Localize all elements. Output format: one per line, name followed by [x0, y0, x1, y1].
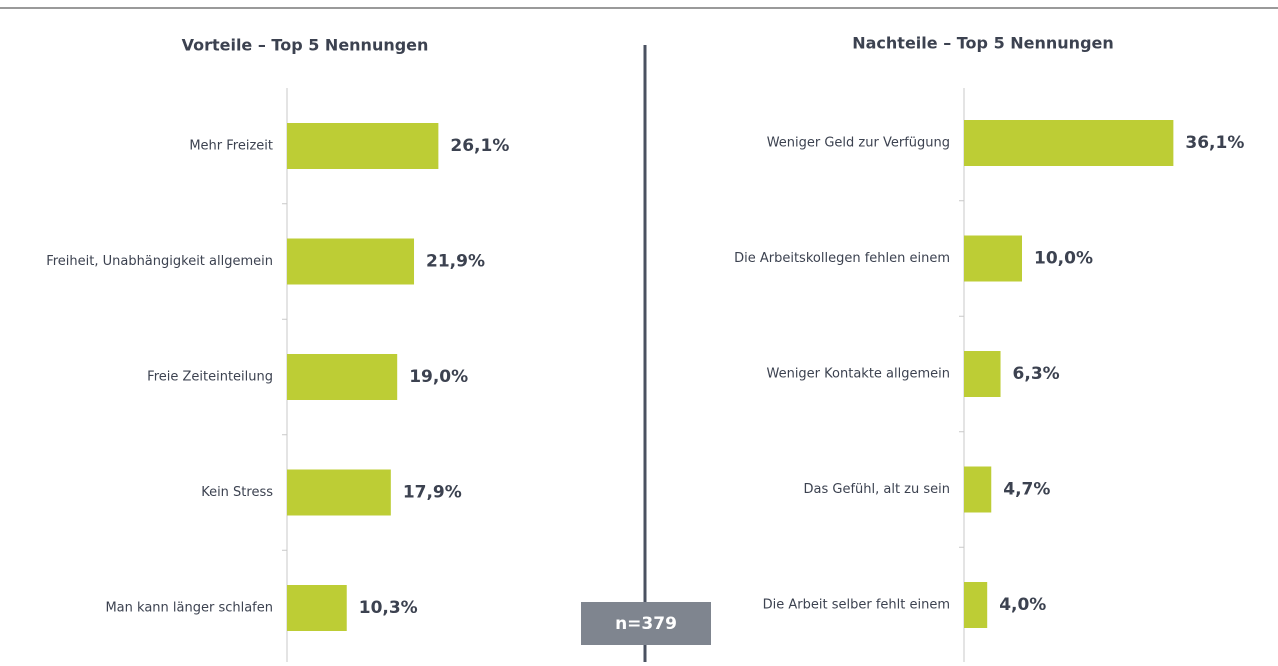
bar — [964, 120, 1174, 166]
value-label: 6,3% — [1013, 364, 1060, 384]
value-label: 10,0% — [1034, 249, 1093, 269]
category-label: Freiheit, Unabhängigkeit allgemein — [46, 254, 273, 269]
bar — [287, 123, 439, 169]
category-label: Weniger Kontakte allgemein — [766, 367, 950, 382]
bar — [964, 351, 1001, 397]
bar — [964, 582, 988, 628]
category-label: Mehr Freizeit — [189, 139, 273, 154]
value-label: 4,0% — [999, 595, 1046, 615]
value-label: 36,1% — [1185, 133, 1244, 153]
bar — [964, 235, 1022, 282]
category-label: Die Arbeitskollegen fehlen einem — [734, 251, 950, 266]
bar — [964, 466, 992, 513]
value-label: 19,0% — [409, 367, 468, 387]
sample-box — [581, 602, 711, 645]
value-label: 26,1% — [450, 136, 509, 156]
category-label: Das Gefühl, alt zu sein — [803, 482, 950, 497]
chart-title: Vorteile – Top 5 Nennungen — [182, 36, 429, 55]
sample-size: n=379 — [615, 614, 677, 634]
bar — [287, 585, 347, 631]
value-label: 4,7% — [1003, 480, 1050, 500]
category-label: Die Arbeit selber fehlt einem — [763, 598, 950, 613]
category-label: Man kann länger schlafen — [105, 601, 273, 616]
value-label: 21,9% — [426, 252, 485, 272]
bar — [287, 469, 391, 516]
value-label: 10,3% — [359, 598, 418, 618]
category-label: Weniger Geld zur Verfügung — [767, 136, 950, 151]
category-label: Kein Stress — [201, 485, 273, 500]
bar — [287, 354, 398, 400]
bar — [287, 238, 415, 285]
value-label: 17,9% — [403, 483, 462, 503]
category-label: Freie Zeiteinteilung — [147, 370, 273, 385]
chart-title: Nachteile – Top 5 Nennungen — [852, 34, 1114, 53]
